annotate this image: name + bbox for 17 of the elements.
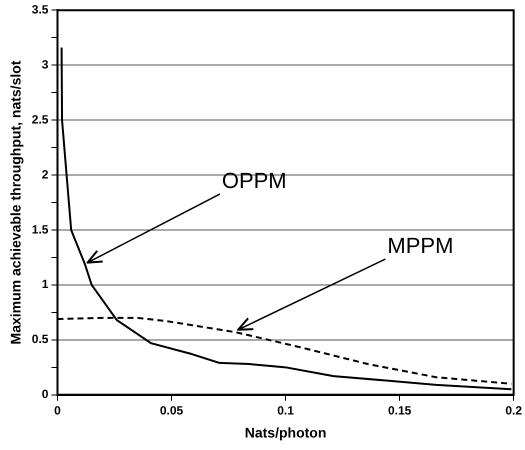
y-tick-label: 1.5	[32, 222, 49, 236]
y-tick-label: 3.5	[32, 2, 49, 17]
x-tick-label: 0.15	[388, 403, 412, 418]
y-tick-label: 2	[42, 167, 49, 182]
annotation: OPPM	[222, 168, 287, 194]
y-tick-label: 2.5	[32, 112, 49, 126]
x-axis-title: Nats/photon	[244, 424, 326, 440]
y-tick-label: 0.5	[32, 332, 49, 346]
x-tick-label: 0	[54, 403, 62, 418]
y-tick-label: 1	[42, 277, 49, 292]
y-axis-title: Maximum achievable throughput, nats/slot	[7, 60, 24, 344]
x-tick-label: 0.1	[277, 403, 294, 418]
x-tick-label: 0.05	[160, 403, 184, 418]
y-tick-label: 0	[42, 387, 49, 402]
annotation: MPPM	[387, 233, 454, 258]
x-tick-label: 0.2	[505, 403, 522, 418]
y-tick-label: 3	[42, 57, 49, 72]
